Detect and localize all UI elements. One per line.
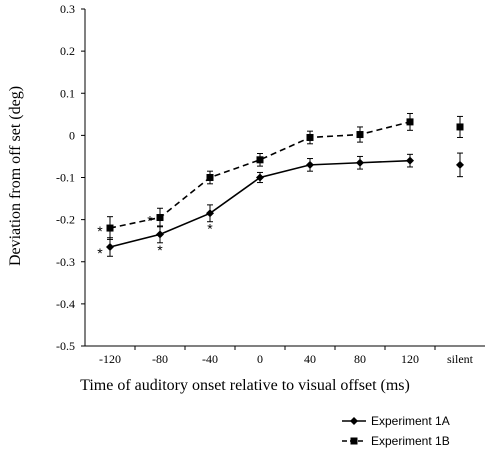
axes <box>81 8 485 350</box>
y-tick-label: -0.5 <box>56 339 75 353</box>
plot-area <box>106 112 464 257</box>
y-tick-label: 0.2 <box>60 44 75 58</box>
data-point <box>456 123 464 131</box>
legend-label: Experiment 1A <box>371 414 450 428</box>
series-experiment-1a <box>106 152 464 257</box>
data-point <box>156 230 164 239</box>
y-tick-label: -0.1 <box>56 171 75 185</box>
significance-star: * <box>97 245 103 261</box>
legend-item-experiment-1a: Experiment 1A <box>342 414 450 428</box>
y-tick-label: -0.2 <box>56 213 75 227</box>
y-tick-labels: 0.3 0.2 0.1 0 -0.1 -0.2 -0.3 -0.4 -0.5 <box>56 2 75 353</box>
y-tick-label: -0.4 <box>56 297 75 311</box>
x-tick-labels: -120 -80 -40 0 40 80 120 silent <box>99 352 474 366</box>
data-point <box>456 160 464 169</box>
x-tick-label: -120 <box>99 352 121 366</box>
significance-markers: ***** <box>97 213 213 261</box>
data-point <box>356 158 364 167</box>
x-tick-label: 40 <box>304 352 316 366</box>
data-point <box>106 243 114 252</box>
y-tick-label: -0.3 <box>56 255 75 269</box>
x-tick-label: -80 <box>152 352 168 366</box>
x-tick-label: -40 <box>202 352 218 366</box>
data-point <box>256 173 264 182</box>
data-point <box>156 214 164 222</box>
legend-label: Experiment 1B <box>371 434 450 448</box>
data-point <box>406 118 414 126</box>
data-point <box>406 156 414 165</box>
x-tick-label: 80 <box>354 352 366 366</box>
x-axis-title: Time of auditory onset relative to visua… <box>80 377 410 394</box>
data-point <box>256 156 264 164</box>
data-point <box>356 131 364 139</box>
data-point <box>306 133 314 141</box>
y-tick-label: 0.3 <box>60 2 75 16</box>
significance-star: * <box>207 221 213 237</box>
legend-swatch-marker <box>350 417 358 425</box>
significance-star: * <box>97 223 103 239</box>
legend-item-experiment-1b: Experiment 1B <box>342 434 450 448</box>
series-experiment-1b <box>106 112 464 240</box>
x-tick-label: 120 <box>401 352 419 366</box>
significance-star: * <box>147 213 153 229</box>
legend: Experiment 1A Experiment 1B <box>342 414 450 448</box>
y-axis-title: Deviation from off set (deg) <box>7 86 24 266</box>
y-tick-label: 0.1 <box>60 86 75 100</box>
data-point <box>106 224 114 232</box>
legend-swatch-marker <box>350 437 358 445</box>
data-point <box>206 209 214 218</box>
x-tick-label: 0 <box>257 352 263 366</box>
data-point <box>306 160 314 169</box>
significance-star: * <box>157 242 163 258</box>
x-tick-label: silent <box>447 352 474 366</box>
y-tick-label: 0 <box>69 128 75 142</box>
data-point <box>206 174 214 181</box>
